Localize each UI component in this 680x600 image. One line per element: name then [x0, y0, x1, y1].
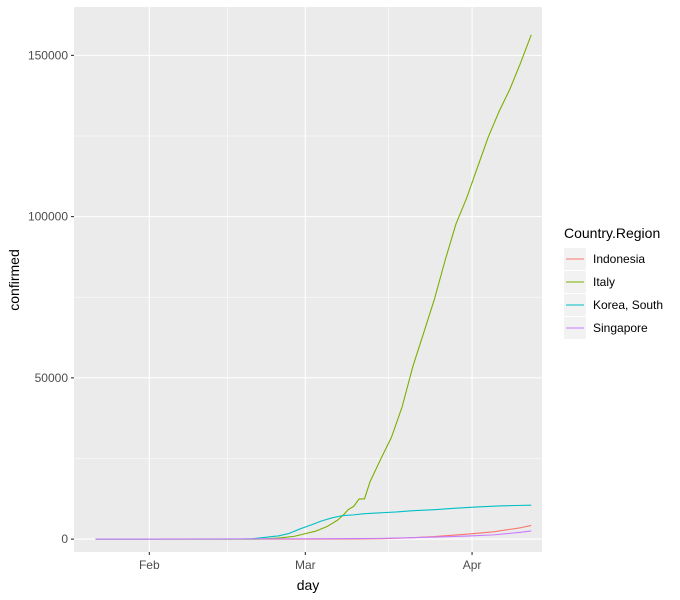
x-tick-label: Feb [139, 558, 160, 572]
x-axis-title: day [297, 577, 320, 593]
x-tick-label: Mar [295, 558, 316, 572]
legend-label: Korea, South [593, 298, 663, 312]
y-tick-label: 0 [61, 532, 68, 546]
legend-item: Indonesia [564, 248, 645, 270]
legend-item: Italy [564, 271, 615, 293]
legend-items: Indonesia Italy Korea, South Singapore [564, 248, 663, 339]
y-tick-label: 100000 [28, 210, 68, 224]
grid-layer [74, 7, 542, 552]
y-tick-label: 50000 [35, 371, 69, 385]
legend-item: Singapore [564, 317, 648, 339]
legend-title: Country.Region [564, 225, 660, 241]
legend-label: Italy [593, 275, 615, 289]
series-line-italy [95, 34, 532, 540]
series-line-singapore [95, 530, 532, 540]
series-line-korea-south [95, 504, 532, 540]
legend-label: Indonesia [593, 252, 645, 266]
axis-layer: 0 50000 100000 150000 Feb Mar Apr [28, 48, 481, 572]
legend-label: Singapore [593, 321, 648, 335]
x-tick-label: Apr [463, 558, 482, 572]
y-tick-label: 150000 [28, 48, 68, 62]
series-layer [95, 34, 532, 540]
y-axis-title: confirmed [6, 249, 22, 310]
legend-item: Korea, South [564, 294, 663, 316]
legend: Country.Region Indonesia Italy Korea, Sout… [564, 225, 663, 339]
plot-panel [74, 7, 542, 552]
